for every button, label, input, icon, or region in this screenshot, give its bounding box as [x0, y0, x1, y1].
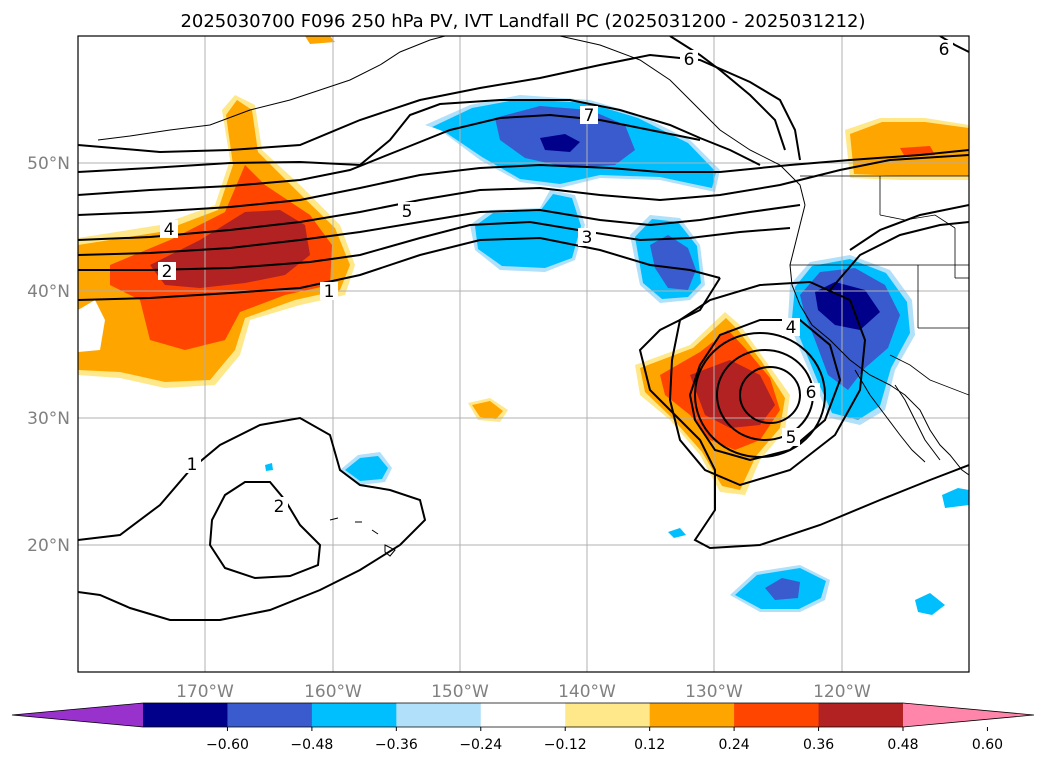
lat-label: 40°N [27, 282, 70, 302]
colorbar-tick-label: 0.24 [719, 737, 750, 753]
contour-west-1 [78, 236, 721, 301]
positive-anomaly-tiny [305, 36, 335, 44]
contour-label: 2 [162, 262, 173, 282]
cutoff-outer [638, 277, 969, 550]
colorbar-outline [11, 702, 1035, 728]
colorbar-tick-label: −0.36 [375, 737, 418, 753]
colorbar-segment [396, 703, 482, 727]
lon-label: 150°W [431, 682, 489, 702]
hawaii-islands [329, 517, 396, 557]
contour-label: 6 [939, 40, 950, 60]
lat-label: 50°N [27, 154, 70, 174]
colorbar-segment [480, 703, 566, 727]
colorbar-segment [734, 703, 820, 727]
contour-label: 4 [786, 318, 797, 338]
colorbar-tick-label: −0.12 [544, 737, 587, 753]
contour-east-arc-2 [829, 221, 969, 291]
contour-label: 2 [274, 497, 285, 517]
map-frame [77, 35, 970, 673]
contour-label: 6 [684, 50, 695, 70]
negative-anomaly-tiny-1 [915, 593, 945, 615]
colorbar-segment [565, 703, 651, 727]
coastline-alaska-south [559, 36, 806, 206]
anomaly-notch [78, 300, 105, 352]
positive-anomaly-small-mid [472, 401, 503, 419]
contour-west-2 [78, 220, 791, 271]
colorbar-tick-label: 0.60 [972, 737, 1003, 753]
lon-label: 170°W [176, 682, 234, 702]
colorbar-extend-max [903, 703, 1034, 727]
contour-west-3 [78, 204, 801, 256]
negative-anomaly-hawaii-mid [345, 456, 388, 481]
coastline-baja [854, 369, 926, 463]
contour-label: 1 [324, 282, 335, 302]
contour-north-east [939, 36, 969, 53]
negative-anomaly-mid-strong [650, 235, 696, 290]
colorbar-segment [649, 703, 735, 727]
colorbar-segment [143, 703, 228, 727]
latitude-labels: 50°N 40°N 30°N 20°N [27, 154, 70, 556]
contour-southwest-1 [78, 416, 427, 621]
lon-label: 140°W [558, 682, 616, 702]
contour-label: 6 [806, 383, 817, 403]
colorbar-tick-label: 0.48 [887, 737, 918, 753]
negative-anomaly-tiny-4 [942, 488, 969, 508]
pv-contours [78, 36, 969, 621]
negative-anomaly-east-max [815, 282, 880, 330]
contour-labels: 7 6 6 5 4 3 2 1 1 2 4 [158, 40, 953, 517]
lon-label: 120°W [813, 682, 871, 702]
colorbar-tick-label: 0.36 [803, 737, 834, 753]
lon-label: 160°W [304, 682, 362, 702]
negative-anomaly-tiny-2 [668, 528, 686, 538]
contour-west-4 [78, 154, 969, 241]
negative-anomaly-tiny-3 [265, 463, 273, 471]
coastline-alaska [97, 36, 446, 141]
colorbar-tick-label: −0.24 [459, 737, 502, 753]
lon-label: 130°W [685, 682, 743, 702]
coastline-west-us [789, 204, 969, 476]
contour-label: 5 [786, 428, 797, 448]
cutoff-ring-1 [739, 366, 801, 424]
coastlines [97, 36, 969, 557]
lat-label: 20°N [27, 536, 70, 556]
colorbar-tick-label: 0.12 [634, 737, 665, 753]
contour-west-6 [78, 113, 701, 196]
contour-west-7 [78, 99, 761, 173]
negative-anomaly-north-max [540, 134, 580, 152]
colorbar-extend-min [12, 703, 143, 727]
contour-label: 5 [402, 202, 413, 222]
colorbar-segment [311, 703, 397, 727]
contour-label: 4 [164, 220, 175, 240]
contour-label: 1 [187, 455, 198, 475]
cutoff-ring-4 [688, 319, 842, 462]
lat-label: 30°N [27, 409, 70, 429]
contour-label: 3 [582, 228, 593, 248]
coastline-gulf-california [894, 384, 941, 461]
colorbar-segment [227, 703, 313, 727]
colorbar: −0.60 −0.48 −0.36 −0.24 −0.12 0.12 0.24 0.36 0.4… [11, 702, 1035, 753]
colorbar-tick-label: −0.48 [290, 737, 333, 753]
political-borders [790, 175, 969, 396]
contour-southwest-2 [208, 481, 322, 580]
contour-east-arc [849, 204, 969, 251]
negative-anomaly-south-strong [765, 578, 800, 600]
contour-west-5 [78, 149, 969, 216]
positive-anomaly-east-max [690, 360, 775, 428]
contour-north-6 [78, 53, 801, 161]
colorbar-segment [818, 703, 904, 727]
map-title: 2025030700 F096 250 hPa PV, IVT Landfall… [180, 11, 865, 32]
map-panel: 7 6 6 5 4 3 2 1 1 2 4 [77, 35, 970, 673]
colorbar-tick-label: −0.60 [206, 737, 249, 753]
longitude-labels: 170°W 160°W 150°W 140°W 130°W 120°W [176, 682, 871, 702]
contour-label: 7 [584, 106, 595, 126]
